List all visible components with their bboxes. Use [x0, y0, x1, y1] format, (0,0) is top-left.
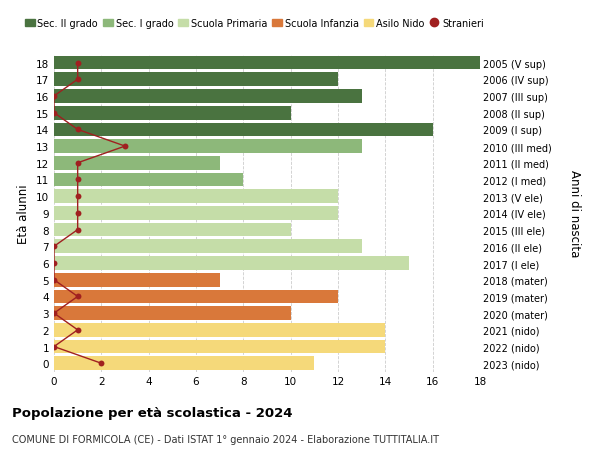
Point — [73, 210, 82, 217]
Y-axis label: Anni di nascita: Anni di nascita — [568, 170, 581, 257]
Bar — [54, 257, 409, 270]
Point — [73, 60, 82, 67]
Bar — [54, 357, 314, 370]
Bar — [54, 290, 338, 303]
Point — [73, 126, 82, 134]
Point — [49, 110, 59, 117]
Point — [49, 260, 59, 267]
Point — [73, 176, 82, 184]
Bar — [54, 173, 244, 187]
Point — [73, 226, 82, 234]
Point — [73, 293, 82, 301]
Point — [49, 243, 59, 251]
Point — [49, 310, 59, 317]
Point — [73, 193, 82, 201]
Point — [49, 276, 59, 284]
Bar — [54, 140, 362, 154]
Bar — [54, 73, 338, 87]
Bar — [54, 340, 385, 353]
Point — [97, 360, 106, 367]
Text: COMUNE DI FORMICOLA (CE) - Dati ISTAT 1° gennaio 2024 - Elaborazione TUTTITALIA.: COMUNE DI FORMICOLA (CE) - Dati ISTAT 1°… — [12, 434, 439, 444]
Bar — [54, 323, 385, 337]
Bar — [54, 106, 290, 120]
Bar — [54, 123, 433, 137]
Point — [73, 76, 82, 84]
Bar — [54, 307, 290, 320]
Y-axis label: Età alunni: Età alunni — [17, 184, 31, 243]
Bar — [54, 190, 338, 204]
Bar — [54, 240, 362, 254]
Point — [49, 93, 59, 101]
Point — [49, 343, 59, 351]
Bar — [54, 273, 220, 287]
Bar — [54, 56, 480, 70]
Bar — [54, 157, 220, 170]
Legend: Sec. II grado, Sec. I grado, Scuola Primaria, Scuola Infanzia, Asilo Nido, Stran: Sec. II grado, Sec. I grado, Scuola Prim… — [25, 19, 484, 29]
Bar — [54, 223, 290, 237]
Point — [73, 160, 82, 167]
Point — [73, 326, 82, 334]
Bar — [54, 207, 338, 220]
Text: Popolazione per età scolastica - 2024: Popolazione per età scolastica - 2024 — [12, 406, 293, 419]
Bar — [54, 90, 362, 104]
Point — [120, 143, 130, 151]
